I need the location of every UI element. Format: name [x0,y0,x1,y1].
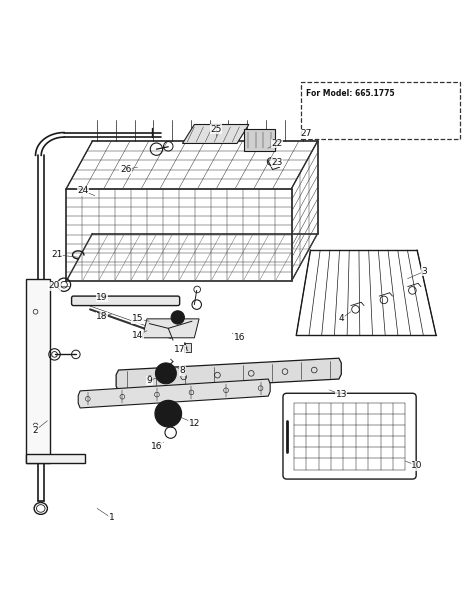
Text: 16: 16 [151,442,162,451]
Polygon shape [320,117,367,134]
Bar [184,343,191,352]
Text: 1: 1 [109,513,114,523]
Circle shape [171,311,184,324]
Text: 24: 24 [77,187,89,195]
Polygon shape [244,130,275,150]
Bar [292,459,408,470]
Ellipse shape [36,505,45,512]
FancyBboxPatch shape [283,394,416,479]
Text: 10: 10 [411,461,423,470]
Text: 3: 3 [421,267,427,276]
Polygon shape [78,379,270,408]
Polygon shape [320,117,360,134]
Text: For Model: 665.1775: For Model: 665.1775 [306,89,394,98]
Circle shape [155,363,176,384]
Circle shape [155,400,182,427]
Text: 18: 18 [96,312,108,321]
Text: 16: 16 [234,333,245,343]
Text: 19: 19 [96,293,108,302]
Text: 14: 14 [132,331,143,340]
Polygon shape [26,454,85,464]
Polygon shape [182,125,249,144]
Text: 17: 17 [174,345,186,354]
Polygon shape [142,319,199,338]
Polygon shape [26,279,50,464]
Bar [301,82,460,139]
Polygon shape [116,358,341,391]
Text: 8: 8 [180,367,185,376]
Text: 25: 25 [210,125,221,134]
Text: 13: 13 [336,390,347,399]
Text: 20: 20 [49,281,60,290]
Circle shape [161,406,176,421]
FancyBboxPatch shape [72,296,180,306]
Text: 21: 21 [51,251,63,259]
Text: 22: 22 [272,139,283,148]
Text: 26: 26 [120,165,131,174]
Text: 27: 27 [300,130,311,139]
Ellipse shape [34,502,47,515]
Text: 4: 4 [338,314,344,324]
Text: 15: 15 [132,314,143,324]
Text: 12: 12 [189,419,200,427]
Polygon shape [320,101,367,117]
Text: 23: 23 [272,158,283,167]
Text: 2: 2 [33,426,38,435]
Text: 9: 9 [146,376,152,385]
